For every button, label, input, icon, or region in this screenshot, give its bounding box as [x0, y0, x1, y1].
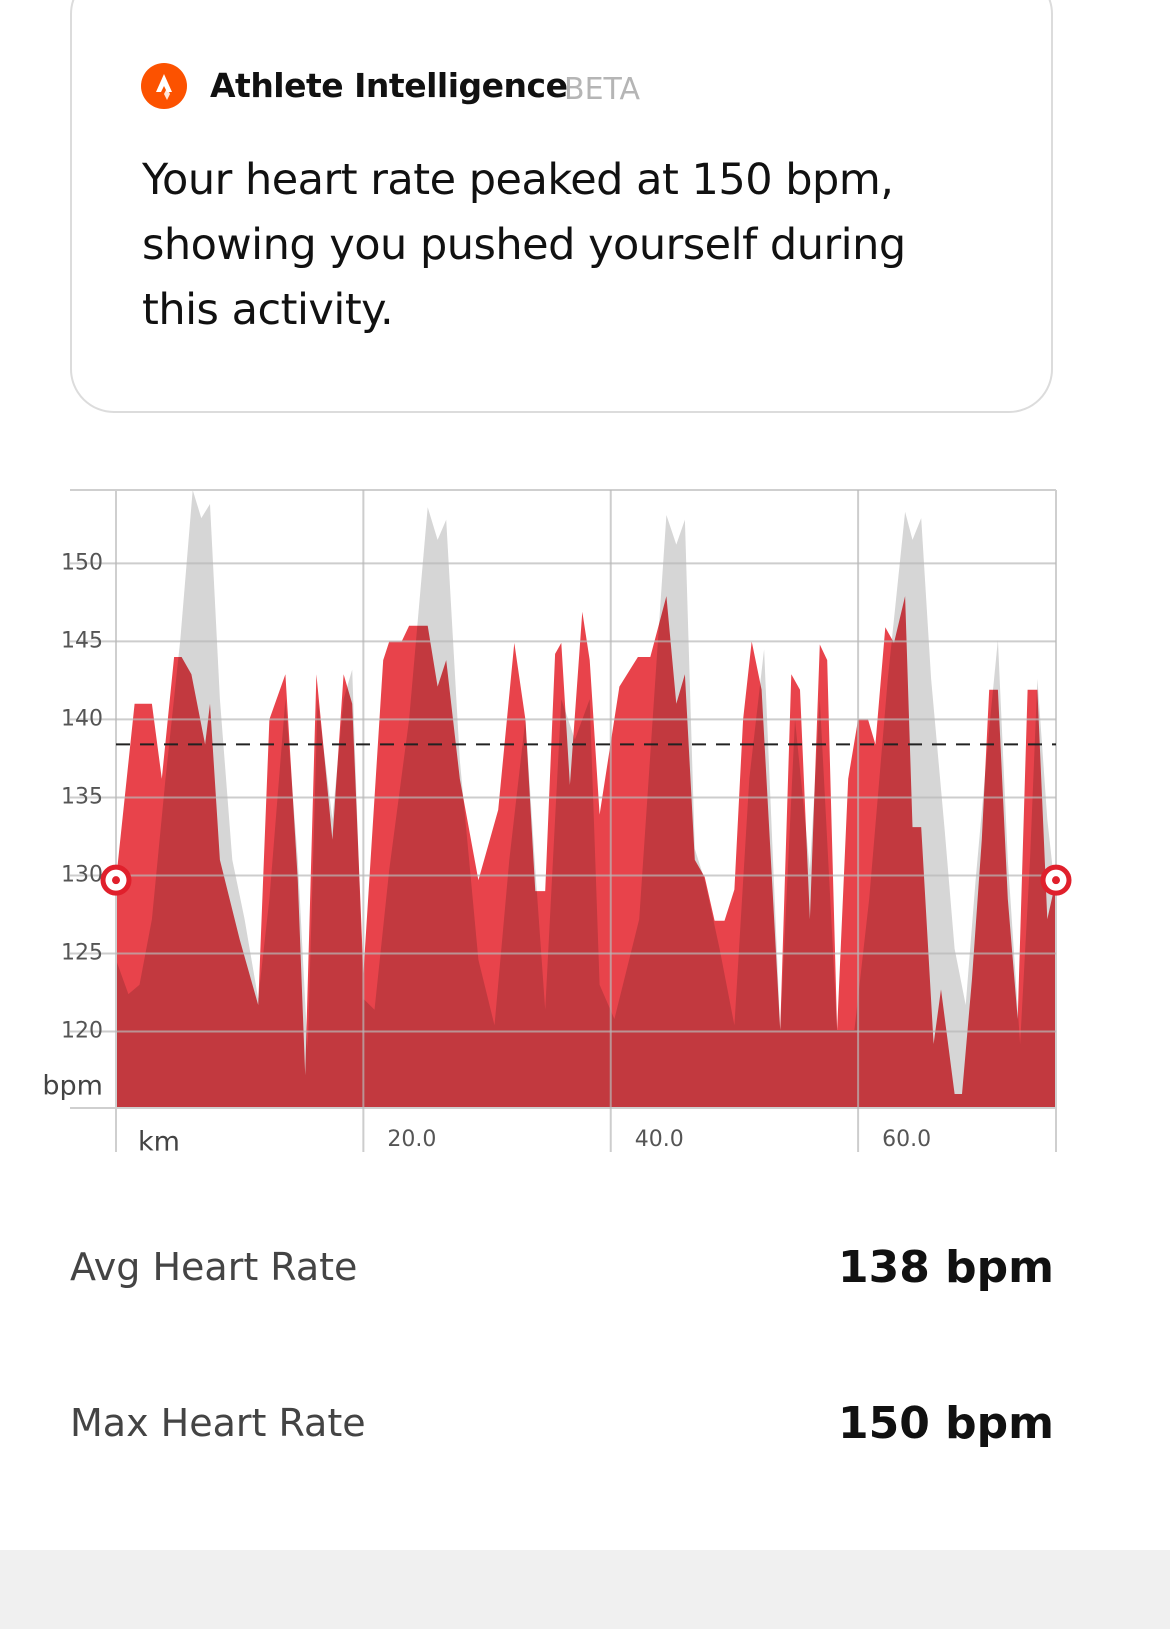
insight-text: Your heart rate peaked at 150 bpm, showi…: [142, 155, 906, 335]
card-title: Athlete Intelligence: [210, 66, 568, 105]
stat-label: Avg Heart Rate: [70, 1245, 358, 1289]
area: [116, 490, 1056, 1108]
x-tick-label: 60.0: [882, 1127, 931, 1152]
y-axis-label: bpm: [42, 1071, 103, 1102]
y-tick-label: 125: [61, 941, 103, 966]
strava-icon: [141, 63, 187, 109]
y-tick-label: 130: [61, 862, 103, 887]
beta-badge: BETA: [564, 72, 641, 107]
range-handle-dot: [112, 876, 120, 885]
chart: 120 125 130 135 140 145 150 20.0 40.0 60.0 km bpm: [42, 489, 1072, 1158]
y-tick-label: 120: [61, 1019, 103, 1044]
range-handle-dot: [1052, 876, 1060, 885]
y-tick-label: 145: [61, 628, 103, 653]
x-tick-label: 40.0: [635, 1127, 684, 1152]
x-axis-label: km: [138, 1127, 180, 1158]
stat-value: 150 bpm: [837, 1398, 1054, 1449]
stat-label: Max Heart Rate: [70, 1401, 366, 1445]
y-tick-label: 135: [61, 784, 103, 809]
insight-card: [70, 0, 1053, 413]
y-tick-label: 140: [61, 706, 103, 731]
footer-bar: [0, 1550, 1170, 1629]
x-tick-label: 20.0: [387, 1127, 436, 1152]
stat-value: 138 bpm: [837, 1242, 1054, 1293]
y-tick-label: 150: [61, 550, 103, 575]
